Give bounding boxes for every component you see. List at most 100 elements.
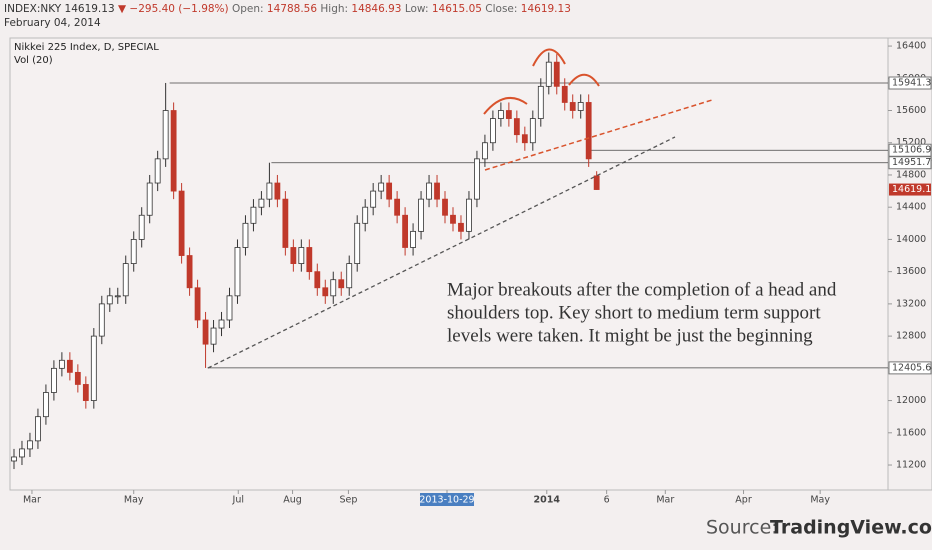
candle-body [258, 198, 265, 208]
x-tick-label: May [124, 495, 144, 506]
y-tick-label: 15200 [896, 137, 926, 148]
chart-title: Nikkei 225 Index, D, SPECIAL [14, 42, 159, 53]
x-tick-label: Aug [283, 495, 302, 506]
candle-body [282, 198, 289, 248]
candle-body [11, 456, 17, 462]
high-label: High: [320, 3, 349, 15]
candle-body [378, 182, 385, 192]
last-price-label: 14619.13 [892, 184, 932, 195]
x-tick-label: Sep [339, 495, 357, 506]
candle-body [186, 255, 193, 289]
candle-body [354, 222, 361, 264]
y-tick-label: 14400 [896, 202, 926, 213]
open-value: 14788.56 [266, 3, 318, 15]
chart-subtitle: Vol (20) [14, 55, 53, 66]
candle-body [250, 206, 257, 224]
candle-body [19, 448, 25, 458]
candle-body [90, 335, 97, 401]
annotation-line: Major breakouts after the completion of … [447, 279, 837, 300]
candle-body [410, 230, 416, 248]
candle-body [138, 214, 145, 240]
candle-body [489, 118, 496, 144]
candle-body [474, 158, 480, 200]
candle-body [51, 367, 57, 393]
candle-body [521, 134, 528, 144]
candle-body [418, 198, 424, 232]
high-value: 14846.93 [351, 3, 402, 15]
candle-body [545, 61, 552, 87]
candle-body [162, 110, 169, 160]
candle-body [322, 287, 329, 297]
symbol: INDEX:NKY [4, 3, 62, 15]
candle-body [218, 319, 225, 329]
y-tick-label: 13200 [896, 298, 926, 309]
candle-body [497, 110, 504, 119]
candle-body [370, 190, 377, 208]
y-tick-label: 11600 [896, 427, 926, 438]
candle-body [402, 214, 409, 248]
level-label: 14951.79 [892, 157, 932, 168]
candle-body [266, 182, 273, 200]
candle-body [130, 239, 137, 264]
level-tag [888, 361, 932, 375]
close-label: Close: [485, 3, 518, 15]
candle-body [170, 110, 177, 192]
left-shoulder [483, 96, 528, 115]
x-tick-label: Mar [23, 495, 41, 506]
x-tick-label: 6 [604, 495, 610, 506]
candle-body [154, 158, 161, 184]
candle-body [58, 359, 65, 369]
candle-body [35, 416, 41, 442]
level-tag [888, 156, 932, 170]
y-tick-label: 16400 [896, 41, 926, 52]
candle-body [98, 303, 105, 337]
candle-body [577, 102, 584, 111]
price-axis [887, 37, 932, 491]
candle-body [505, 110, 512, 119]
candle-body [450, 214, 456, 224]
y-tick-label: 12800 [896, 331, 926, 342]
candle-body [537, 85, 544, 119]
candle-body [290, 247, 297, 264]
candle-body [386, 182, 393, 200]
candle-body [226, 295, 233, 321]
candle-body [66, 359, 73, 373]
candle-body [569, 102, 576, 111]
y-tick-label: 14800 [896, 169, 926, 180]
y-tick-label: 13600 [896, 266, 926, 277]
last-price-tag [889, 183, 931, 196]
candle-body [553, 61, 560, 87]
candle-body [178, 190, 185, 256]
candle-body [234, 247, 241, 297]
candle-body [82, 384, 89, 401]
arrow: ▼ [117, 3, 127, 15]
low-label: Low: [404, 3, 429, 15]
candle-body [458, 222, 464, 232]
candle-body [122, 263, 129, 297]
x-tick-label: Apr [735, 495, 752, 506]
candle-body [202, 319, 209, 345]
open-label: Open: [231, 3, 264, 15]
quote-line: INDEX:NKY 14619.13 ▼ −295.40 (−1.98%) Op… [4, 2, 571, 16]
candle-body [74, 371, 81, 385]
plot-area [9, 37, 889, 491]
candle-body [513, 118, 520, 136]
candle-body [346, 263, 353, 289]
x-tick-label: 2013-10-29 [419, 495, 474, 506]
candle-body [362, 206, 369, 224]
level-label: 12405.64 [892, 362, 932, 373]
source-brand: TradingView.com [770, 517, 932, 539]
y-tick-label: 11200 [896, 460, 926, 471]
x-tick-label: 2014 [534, 495, 561, 506]
date: February 04, 2014 [4, 17, 101, 29]
candle-body [194, 287, 201, 321]
candle-body [426, 182, 432, 200]
level-label: 15941.37 [892, 78, 932, 89]
candle-body [146, 182, 153, 216]
candle-body [274, 182, 281, 200]
candle-body [593, 175, 600, 190]
candle-body [306, 247, 313, 273]
candle-body [529, 118, 536, 144]
candle-body [210, 327, 217, 345]
